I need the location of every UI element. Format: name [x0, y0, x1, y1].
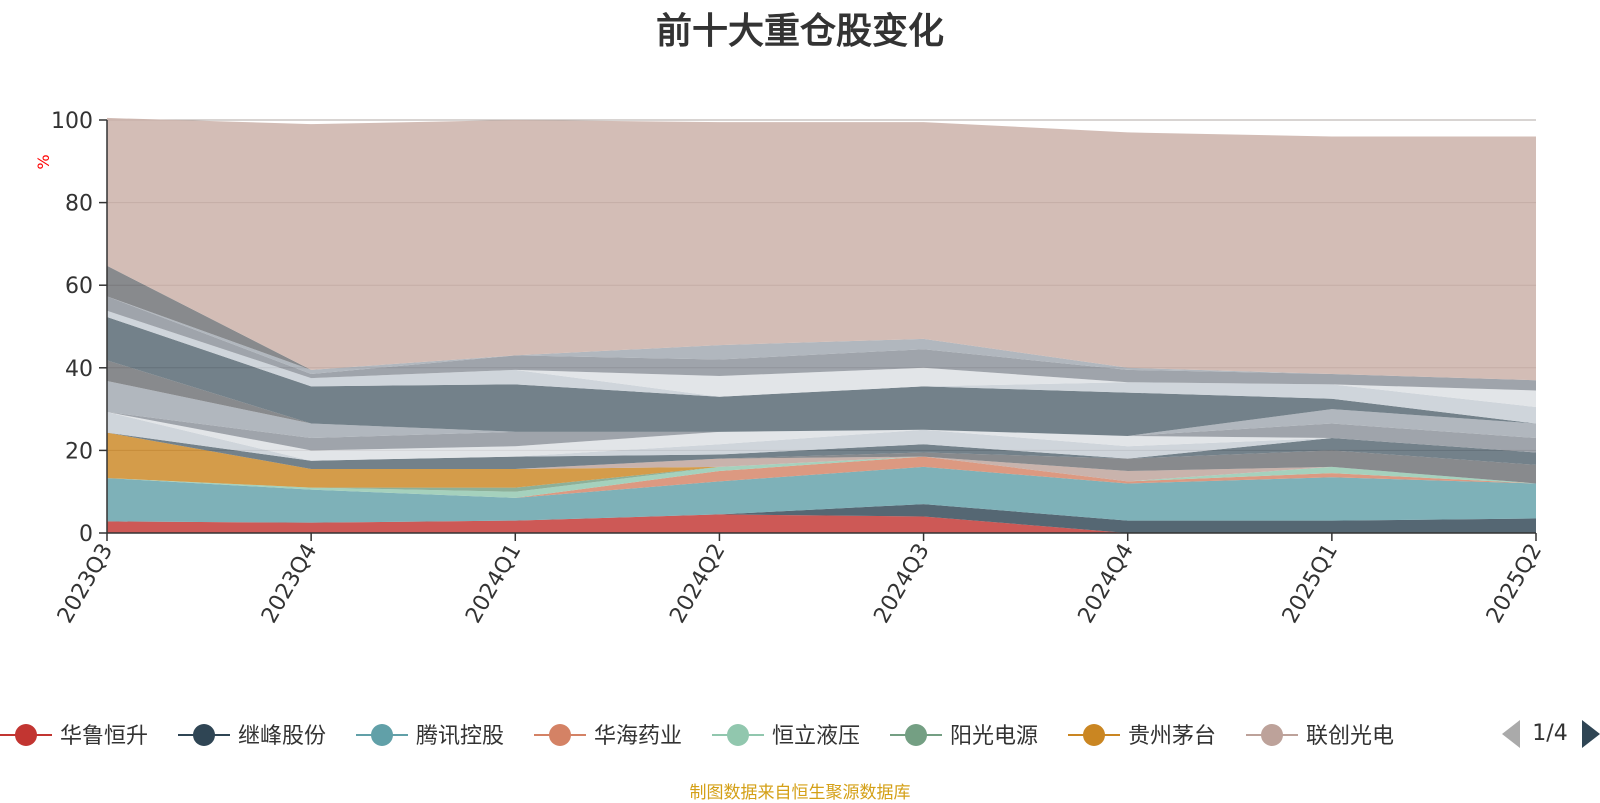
- legend-label-6: 阳光电源: [950, 724, 1038, 749]
- y-tick-label-20: 20: [65, 439, 93, 464]
- legend-label-1: 华鲁恒升: [60, 724, 148, 749]
- legend-marker-4: [549, 724, 571, 746]
- legend-label-4: 华海药业: [594, 724, 682, 749]
- legend-marker-7: [1083, 724, 1105, 746]
- x-tick-label-5: 2024Q3: [869, 540, 934, 628]
- legend-item-3[interactable]: 腾讯控股: [356, 724, 504, 749]
- x-tick-label-8: 2025Q2: [1482, 540, 1547, 628]
- area-series-4: [107, 456, 1536, 498]
- x-tick-label-4: 2024Q2: [665, 540, 730, 628]
- legend-label-3: 腾讯控股: [416, 724, 504, 749]
- area-series: [107, 117, 1536, 533]
- legend-item-2[interactable]: 继峰股份: [178, 724, 326, 749]
- legend-marker-8: [1261, 724, 1283, 746]
- area-series-7: [107, 432, 1536, 488]
- y-tick-label-100: 100: [51, 109, 93, 134]
- area-series-10: [107, 432, 1536, 469]
- x-tick-label-7: 2025Q1: [1278, 540, 1343, 628]
- area-series-2: [107, 504, 1536, 533]
- chart-title: 前十大重仓股变化: [655, 11, 944, 52]
- legend-marker-6: [905, 724, 927, 746]
- legend-marker-5: [727, 724, 749, 746]
- legend-item-1[interactable]: 华鲁恒升: [0, 724, 148, 749]
- area-series-1: [107, 514, 1536, 533]
- area-series-8: [107, 432, 1536, 484]
- area-series-20: [107, 296, 1536, 381]
- area-series-9: [107, 432, 1536, 484]
- legend-marker-2: [193, 724, 215, 746]
- legend-label-5: 恒立液压: [772, 724, 860, 749]
- legend-label-8: 联创光电: [1306, 724, 1394, 749]
- y-tick-labels: 0 20 40 60 80 100: [51, 109, 107, 547]
- legend-prev-icon[interactable]: [1502, 720, 1520, 748]
- legend-label-7: 贵州茅台: [1128, 724, 1216, 749]
- legend-label-2: 继峰股份: [238, 724, 326, 749]
- area-series-13: [107, 411, 1536, 453]
- legend: 华鲁恒升 继峰股份 腾讯控股 华海药业 恒立液压 阳光电源 贵州茅台 联创光电: [0, 724, 1394, 749]
- x-tick-label-3: 2024Q1: [461, 540, 526, 628]
- area-series-3: [107, 466, 1536, 523]
- legend-item-8[interactable]: 联创光电: [1246, 724, 1394, 749]
- x-tick-label-6: 2024Q4: [1074, 540, 1139, 628]
- axes: [106, 120, 1536, 534]
- legend-pager: 1/4: [1502, 720, 1600, 748]
- x-tick-label-2: 2023Q4: [257, 540, 322, 628]
- area-series-16: [107, 317, 1536, 436]
- legend-page-indicator: 1/4: [1532, 721, 1567, 746]
- y-tick-label-60: 60: [65, 274, 93, 299]
- x-tick-label-1: 2023Q3: [53, 540, 118, 628]
- y-tick-label-40: 40: [65, 357, 93, 382]
- legend-item-4[interactable]: 华海药业: [534, 724, 682, 749]
- y-tick-label-0: 0: [79, 522, 93, 547]
- area-series-22: [107, 117, 1536, 381]
- y-tick-label-80: 80: [65, 192, 93, 217]
- legend-marker-1: [15, 724, 37, 746]
- legend-next-icon[interactable]: [1582, 720, 1600, 748]
- legend-item-6[interactable]: 阳光电源: [890, 724, 1038, 749]
- area-series-19: [107, 296, 1536, 391]
- area-series-11: [107, 411, 1536, 461]
- legend-item-7[interactable]: 贵州茅台: [1068, 724, 1216, 749]
- area-series-18: [107, 310, 1536, 408]
- area-series-12: [107, 411, 1536, 461]
- legend-item-5[interactable]: 恒立液压: [712, 724, 860, 749]
- legend-marker-3: [371, 724, 393, 746]
- source-note: 制图数据来自恒生聚源数据库: [689, 783, 911, 803]
- y-axis-unit: %: [34, 154, 53, 169]
- x-tick-labels: 2023Q3 2023Q4 2024Q1 2024Q2 2024Q3 2024Q4 2025…: [53, 533, 1547, 628]
